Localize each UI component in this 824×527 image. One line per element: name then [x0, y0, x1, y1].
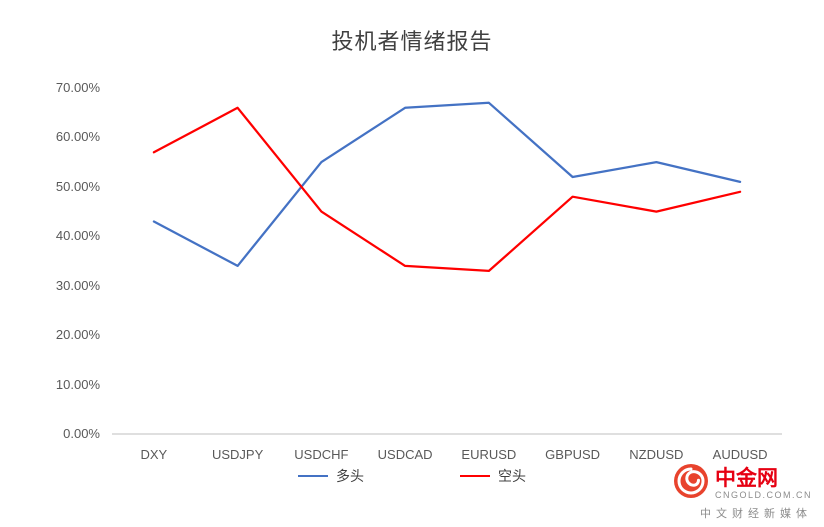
x-tick-label: EURUSD: [461, 447, 517, 462]
legend-label: 空头: [498, 468, 526, 484]
y-tick-label: 20.00%: [55, 327, 100, 343]
series-line-0: [152, 101, 742, 268]
watermark-text-block: 中金网 CNGOLD.COM.CN: [715, 467, 812, 501]
watermark-brand: 中金网: [714, 466, 778, 490]
y-tick-label: 0.00%: [63, 426, 100, 441]
x-tick-label: USDCAD: [377, 447, 433, 462]
legend-line-swatch: [460, 475, 490, 477]
legend: 多头 空头: [0, 466, 824, 486]
x-tick-label: DXY: [140, 447, 168, 462]
x-tick-label: GBPUSD: [545, 447, 601, 462]
watermark-tagline: 中文财经新媒体: [700, 508, 812, 520]
legend-line-swatch: [298, 475, 328, 477]
watermark-top-row: 中金网 CNGOLD.COM.CN: [622, 463, 812, 504]
x-tick-label: USDCHF: [294, 447, 349, 462]
cngold-logo-icon: [673, 463, 709, 504]
watermark-domain: CNGOLD.COM.CN: [714, 489, 812, 500]
series-line-1: [152, 106, 742, 273]
y-tick-label: 60.00%: [55, 129, 100, 145]
y-tick-label: 10.00%: [55, 376, 100, 392]
legend-label: 多头: [336, 468, 364, 484]
x-tick-label: USDJPY: [211, 447, 264, 462]
x-tick-label: NZDUSD: [629, 447, 684, 462]
y-tick-label: 70.00%: [55, 80, 100, 95]
x-tick-label: AUDUSD: [712, 447, 768, 462]
watermark: 中金网 CNGOLD.COM.CN 中文财经新媒体: [622, 463, 812, 521]
legend-item-1: 空头: [460, 466, 526, 486]
y-tick-label: 50.00%: [55, 178, 100, 194]
y-tick-label: 40.00%: [55, 228, 100, 244]
legend-item-0: 多头: [298, 466, 364, 486]
chart-title: 投机者情绪报告: [331, 29, 493, 54]
y-tick-label: 30.00%: [55, 277, 100, 293]
